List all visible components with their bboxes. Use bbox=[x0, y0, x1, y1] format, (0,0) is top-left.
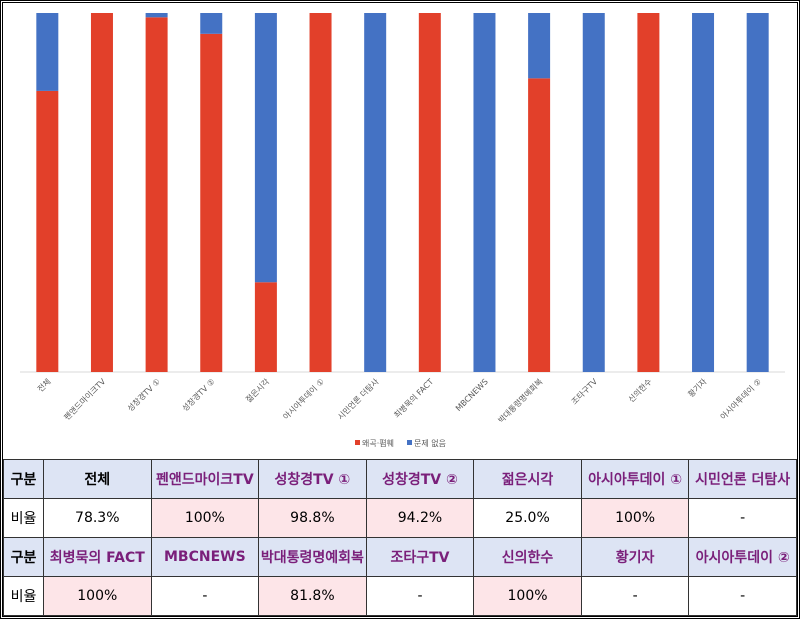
channel-header-cell: 아시아투데이 ② bbox=[688, 537, 797, 577]
x-tick-label: 신의한수 bbox=[626, 376, 654, 404]
bar-distortion bbox=[418, 13, 441, 372]
table-row: 비율 100% -81.8% -100% - - bbox=[3, 576, 797, 616]
ratio-cell: 100% bbox=[580, 498, 690, 538]
channel-header-cell: 전체 bbox=[43, 459, 152, 499]
ratio-cell: 98.8% bbox=[258, 498, 367, 538]
channel-header-cell: 황기자 bbox=[580, 537, 690, 577]
ratio-cell: 100% bbox=[43, 576, 152, 616]
legend-label: 문제 없음 bbox=[414, 439, 446, 448]
x-tick-label: 펜앤드마이크TV bbox=[62, 376, 108, 422]
ratio-cell: 100% bbox=[473, 576, 582, 616]
channel-header-cell: 시민언론 더탐사 bbox=[688, 459, 797, 499]
channel-header-cell: MBCNEWS bbox=[150, 537, 260, 577]
channel-header-cell: 펜앤드마이크TV bbox=[150, 459, 260, 499]
ratio-cell: - bbox=[688, 576, 797, 616]
ratio-cell: - bbox=[688, 498, 797, 538]
channel-header-cell: 박대통령명예회복 bbox=[258, 537, 367, 577]
bar-distortion bbox=[90, 13, 113, 372]
x-tick-label: 조타구TV bbox=[570, 377, 600, 407]
bar-distortion bbox=[637, 13, 660, 372]
table-row: 비율 78.3% 100% 98.8% 94.2% 25.0% 100% - bbox=[3, 498, 797, 538]
ratio-cell: 25.0% bbox=[473, 498, 582, 538]
row-label: 구분 bbox=[3, 459, 44, 499]
row-label: 구분 bbox=[3, 537, 44, 577]
ratio-cell: 81.8% bbox=[258, 576, 367, 616]
bar-no-problem bbox=[582, 13, 605, 372]
x-tick-label: 최병묵의 FACT bbox=[392, 376, 436, 420]
bar-distortion bbox=[200, 33, 223, 373]
channel-header-cell: 성창경TV ① bbox=[258, 459, 367, 499]
ratio-cell: 78.3% bbox=[43, 498, 152, 538]
stacked-bar-chart: 전체 펜앤드마이크TV 성창경TV ① 성창경TV ② 젊은시각 아시아투데이 ① 시민언론… bbox=[20, 13, 785, 448]
bar-distortion bbox=[254, 282, 277, 372]
x-tick-label: 시민언론 더탐사 bbox=[335, 376, 381, 422]
x-tick-label: 전체 bbox=[35, 376, 52, 393]
table-row: 구분 최병묵의 FACT MBCNEWS 박대통령명예회복 조타구TV 신의한수 황기자 아시… bbox=[3, 537, 797, 577]
channel-header-cell: 젊은시각 bbox=[473, 459, 582, 499]
row-label: 비율 bbox=[3, 576, 44, 616]
channel-header-cell: 신의한수 bbox=[473, 537, 582, 577]
channel-header-cell: 성창경TV ② bbox=[365, 459, 475, 499]
ratio-cell: 100% bbox=[150, 498, 260, 538]
table-row: 구분 전체 펜앤드마이크TV 성창경TV ① 성창경TV ② 젊은시각 아시아투데이 ① 시민… bbox=[3, 459, 797, 499]
ratio-table: 구분 전체 펜앤드마이크TV 성창경TV ① 성창경TV ② 젊은시각 아시아투데이 ① 시민… bbox=[3, 459, 797, 616]
bar-distortion bbox=[145, 17, 168, 373]
bar-no-problem bbox=[200, 13, 223, 34]
bar-distortion bbox=[309, 13, 332, 372]
bar-no-problem bbox=[692, 13, 715, 372]
x-tick-label: 황기자 bbox=[686, 376, 709, 399]
bar-no-problem bbox=[473, 13, 496, 372]
bar-distortion bbox=[528, 78, 551, 372]
bar-no-problem bbox=[145, 13, 168, 18]
x-tick-label: MBCNEWS bbox=[454, 377, 490, 413]
x-tick-label: 성창경TV ② bbox=[180, 376, 217, 413]
bar-no-problem bbox=[36, 13, 59, 91]
x-tick-label: 박대통령명예회복 bbox=[496, 376, 545, 425]
x-tick-label: 아시아투데이 ② bbox=[718, 376, 763, 421]
x-tick-label: 젊은시각 bbox=[243, 376, 271, 404]
legend-swatch bbox=[407, 440, 412, 445]
bar-no-problem bbox=[528, 13, 551, 79]
row-label: 비율 bbox=[3, 498, 44, 538]
ratio-cell: - bbox=[150, 576, 260, 616]
ratio-cell: - bbox=[580, 576, 690, 616]
channel-header-cell: 최병묵의 FACT bbox=[43, 537, 152, 577]
ratio-cell: - bbox=[365, 576, 475, 616]
x-tick-label: 성창경TV ① bbox=[125, 376, 162, 413]
bar-no-problem bbox=[364, 13, 387, 372]
legend-label: 왜곡·폄훼 bbox=[362, 438, 394, 448]
channel-header-cell: 아시아투데이 ① bbox=[580, 459, 690, 499]
x-tick-label: 아시아투데이 ① bbox=[281, 376, 326, 421]
bar-no-problem bbox=[746, 13, 769, 372]
legend-swatch bbox=[355, 440, 360, 445]
bar-distortion bbox=[36, 90, 59, 372]
bar-no-problem bbox=[254, 13, 277, 283]
ratio-cell: 94.2% bbox=[365, 498, 475, 538]
channel-header-cell: 조타구TV bbox=[365, 537, 475, 577]
